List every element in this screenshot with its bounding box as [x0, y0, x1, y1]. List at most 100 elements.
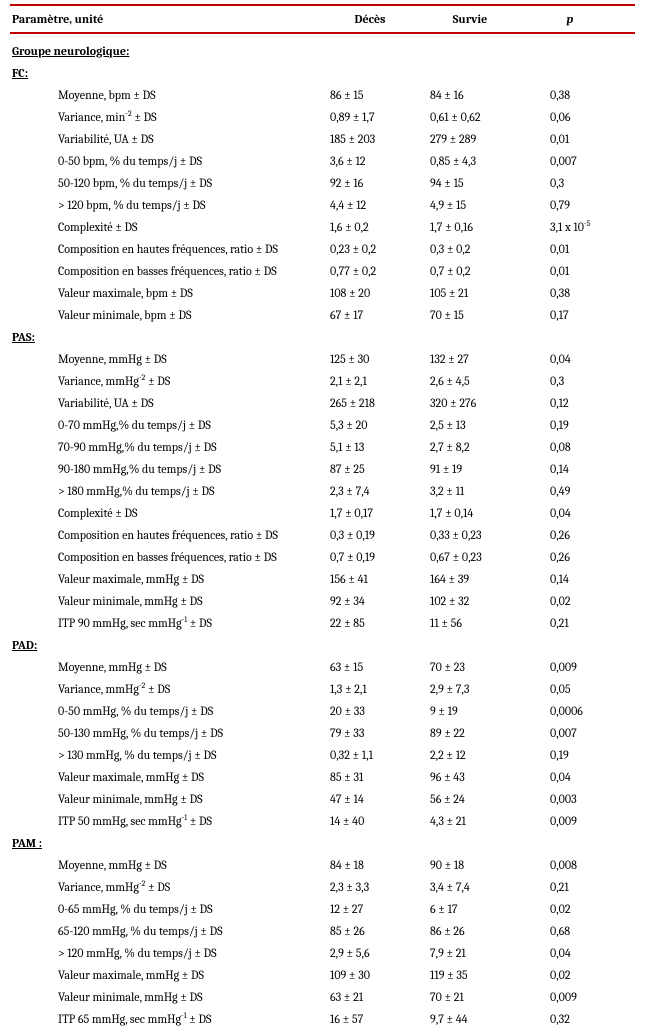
table-row: Moyenne, mmHg ± DS125 ± 30132 ± 270,04 [10, 348, 635, 370]
cell-survie: 2,6 ± 4,5 [420, 372, 520, 390]
cell-p: 0,49 [520, 482, 620, 500]
cell-p: 0,17 [520, 306, 620, 324]
cell-deces: 2,1 ± 2,1 [320, 372, 420, 390]
cell-survie: 0,85 ± 4,3 [420, 152, 520, 170]
header-survie: Survie [420, 10, 520, 28]
table-row: ITP 90 mmHg, sec mmHg-1 ± DS22 ± 8511 ± … [10, 612, 635, 634]
table-row: Composition en basses fréquences, ratio … [10, 260, 635, 282]
table-row: 65-120 mmHg, % du temps/j ± DS85 ± 2686 … [10, 920, 635, 942]
cell-deces: 67 ± 17 [320, 306, 420, 324]
cell-param: Composition en hautes fréquences, ratio … [10, 526, 320, 544]
table-row: Composition en basses fréquences, ratio … [10, 546, 635, 568]
cell-survie: 84 ± 16 [420, 86, 520, 104]
cell-survie: 320 ± 276 [420, 394, 520, 412]
cell-p: 0,12 [520, 394, 620, 412]
cell-p: 0,04 [520, 504, 620, 522]
cell-deces: 16 ± 57 [320, 1010, 420, 1028]
cell-param: Moyenne, mmHg ± DS [10, 658, 320, 676]
cell-deces: 84 ± 18 [320, 856, 420, 874]
cell-param: > 130 mmHg, % du temps/j ± DS [10, 746, 320, 764]
cell-param: Complexité ± DS [10, 218, 320, 236]
cell-deces: 265 ± 218 [320, 394, 420, 412]
cell-survie: 70 ± 21 [420, 988, 520, 1006]
table-row: Moyenne, mmHg ± DS84 ± 1890 ± 180,008 [10, 854, 635, 876]
cell-param: Moyenne, bpm ± DS [10, 86, 320, 104]
cell-param: 0-65 mmHg, % du temps/j ± DS [10, 900, 320, 918]
cell-survie: 0,7 ± 0,2 [420, 262, 520, 280]
table-row: Variance, mmHg-2 ± DS2,3 ± 3,33,4 ± 7,40… [10, 876, 635, 898]
table-body: Groupe neurologique: FC:Moyenne, bpm ± D… [10, 34, 635, 1030]
table-row: Valeur minimale, mmHg ± DS47 ± 1456 ± 24… [10, 788, 635, 810]
header-param: Paramètre, unité [10, 10, 320, 28]
cell-p: 0,3 [520, 174, 620, 192]
table-row: ITP 65 mmHg, sec mmHg-1 ± DS16 ± 579,7 ±… [10, 1008, 635, 1030]
cell-p: 0,38 [520, 86, 620, 104]
cell-p: 0,26 [520, 548, 620, 566]
table-row: > 120 bpm, % du temps/j ± DS4,4 ± 124,9 … [10, 194, 635, 216]
cell-deces: 63 ± 21 [320, 988, 420, 1006]
cell-deces: 109 ± 30 [320, 966, 420, 984]
table-row: 0-70 mmHg,% du temps/j ± DS5,3 ± 202,5 ±… [10, 414, 635, 436]
cell-survie: 0,61 ± 0,62 [420, 108, 520, 126]
cell-param: 65-120 mmHg, % du temps/j ± DS [10, 922, 320, 940]
cell-p: 0,05 [520, 680, 620, 698]
cell-deces: 185 ± 203 [320, 130, 420, 148]
header-p: p [520, 10, 620, 28]
cell-param: Moyenne, mmHg ± DS [10, 350, 320, 368]
cell-survie: 3,2 ± 11 [420, 482, 520, 500]
table-row: Complexité ± DS1,6 ± 0,21,7 ± 0,163,1 x … [10, 216, 635, 238]
table-row: Valeur minimale, bpm ± DS67 ± 1770 ± 150… [10, 304, 635, 326]
cell-p: 0,01 [520, 130, 620, 148]
cell-survie: 119 ± 35 [420, 966, 520, 984]
cell-p: 0,003 [520, 790, 620, 808]
cell-p: 0,04 [520, 768, 620, 786]
cell-deces: 2,3 ± 7,4 [320, 482, 420, 500]
cell-survie: 96 ± 43 [420, 768, 520, 786]
cell-param: 50-130 mmHg, % du temps/j ± DS [10, 724, 320, 742]
cell-deces: 92 ± 34 [320, 592, 420, 610]
cell-deces: 14 ± 40 [320, 812, 420, 830]
cell-p: 0,02 [520, 900, 620, 918]
table-row: Valeur maximale, mmHg ± DS109 ± 30119 ± … [10, 964, 635, 986]
cell-survie: 6 ± 17 [420, 900, 520, 918]
cell-param: Valeur maximale, bpm ± DS [10, 284, 320, 302]
cell-survie: 164 ± 39 [420, 570, 520, 588]
group-title: Groupe neurologique: [10, 38, 635, 62]
cell-p: 0,02 [520, 592, 620, 610]
cell-param: ITP 50 mmHg, sec mmHg-1 ± DS [10, 812, 320, 830]
cell-param: ITP 65 mmHg, sec mmHg-1 ± DS [10, 1010, 320, 1028]
cell-param: > 180 mmHg,% du temps/j ± DS [10, 482, 320, 500]
cell-survie: 1,7 ± 0,16 [420, 218, 520, 236]
cell-deces: 156 ± 41 [320, 570, 420, 588]
cell-deces: 85 ± 26 [320, 922, 420, 940]
table-row: Variance, mmHg-2 ± DS1,3 ± 2,12,9 ± 7,30… [10, 678, 635, 700]
cell-survie: 102 ± 32 [420, 592, 520, 610]
cell-survie: 94 ± 15 [420, 174, 520, 192]
table-row: 0-65 mmHg, % du temps/j ± DS12 ± 276 ± 1… [10, 898, 635, 920]
cell-p: 0,0006 [520, 702, 620, 720]
cell-deces: 20 ± 33 [320, 702, 420, 720]
cell-p: 0,007 [520, 152, 620, 170]
cell-p: 0,06 [520, 108, 620, 126]
table-row: Valeur maximale, bpm ± DS108 ± 20105 ± 2… [10, 282, 635, 304]
cell-deces: 2,3 ± 3,3 [320, 878, 420, 896]
cell-p: 0,21 [520, 614, 620, 632]
cell-deces: 22 ± 85 [320, 614, 420, 632]
cell-survie: 90 ± 18 [420, 856, 520, 874]
cell-p: 0,21 [520, 878, 620, 896]
cell-p: 0,3 [520, 372, 620, 390]
cell-deces: 125 ± 30 [320, 350, 420, 368]
table-row: > 180 mmHg,% du temps/j ± DS2,3 ± 7,43,2… [10, 480, 635, 502]
cell-survie: 9,7 ± 44 [420, 1010, 520, 1028]
cell-p: 0,04 [520, 944, 620, 962]
cell-p: 0,32 [520, 1010, 620, 1028]
cell-param: 70-90 mmHg,% du temps/j ± DS [10, 438, 320, 456]
table-row: 70-90 mmHg,% du temps/j ± DS5,1 ± 132,7 … [10, 436, 635, 458]
table-row: > 120 mmHg, % du temps/j ± DS2,9 ± 5,67,… [10, 942, 635, 964]
cell-param: 0-70 mmHg,% du temps/j ± DS [10, 416, 320, 434]
table-row: Valeur minimale, mmHg ± DS92 ± 34102 ± 3… [10, 590, 635, 612]
cell-p: 0,02 [520, 966, 620, 984]
cell-param: Valeur maximale, mmHg ± DS [10, 768, 320, 786]
cell-survie: 0,67 ± 0,23 [420, 548, 520, 566]
cell-param: Variance, mmHg-2 ± DS [10, 680, 320, 698]
